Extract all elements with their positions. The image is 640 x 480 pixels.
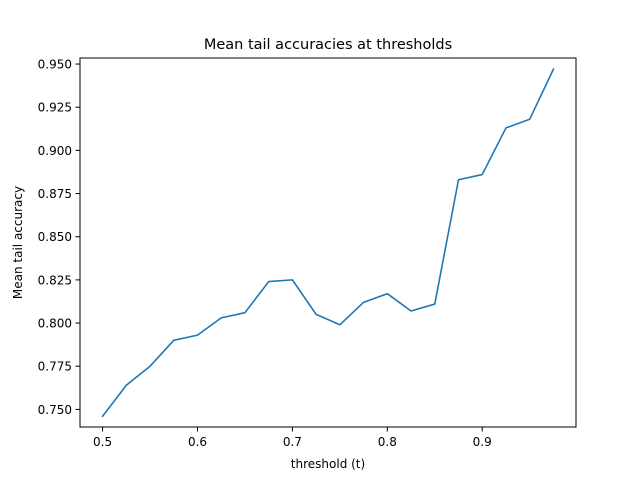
y-tick-label: 0.850 — [38, 230, 72, 244]
x-axis-ticks: 0.5 0.6 0.7 0.8 0.9 — [93, 427, 492, 449]
x-tick-label: 0.6 — [188, 435, 207, 449]
x-tick-label: 0.7 — [283, 435, 302, 449]
y-tick-label: 0.825 — [38, 273, 72, 287]
x-tick-label: 0.9 — [473, 435, 492, 449]
y-tick-label: 0.950 — [38, 58, 72, 72]
x-axis-label: threshold (t) — [291, 457, 365, 471]
y-tick-label: 0.875 — [38, 187, 72, 201]
plot-area — [80, 58, 576, 427]
y-axis-ticks: 0.750 0.775 0.800 0.825 0.850 0.875 0.900 0.925… — [38, 58, 80, 417]
y-tick-label: 0.800 — [38, 317, 72, 331]
series-layer — [101, 68, 555, 418]
y-tick-label: 0.900 — [38, 144, 72, 158]
chart-title: Mean tail accuracies at thresholds — [204, 37, 452, 53]
series-line — [101, 68, 555, 418]
y-tick-label: 0.750 — [38, 403, 72, 417]
x-tick-label: 0.8 — [378, 435, 397, 449]
plot-frame — [79, 57, 577, 428]
x-tick-label: 0.5 — [93, 435, 112, 449]
y-tick-label: 0.775 — [38, 360, 72, 374]
y-tick-label: 0.925 — [38, 101, 72, 115]
y-axis-label: Mean tail accuracy — [11, 186, 25, 299]
